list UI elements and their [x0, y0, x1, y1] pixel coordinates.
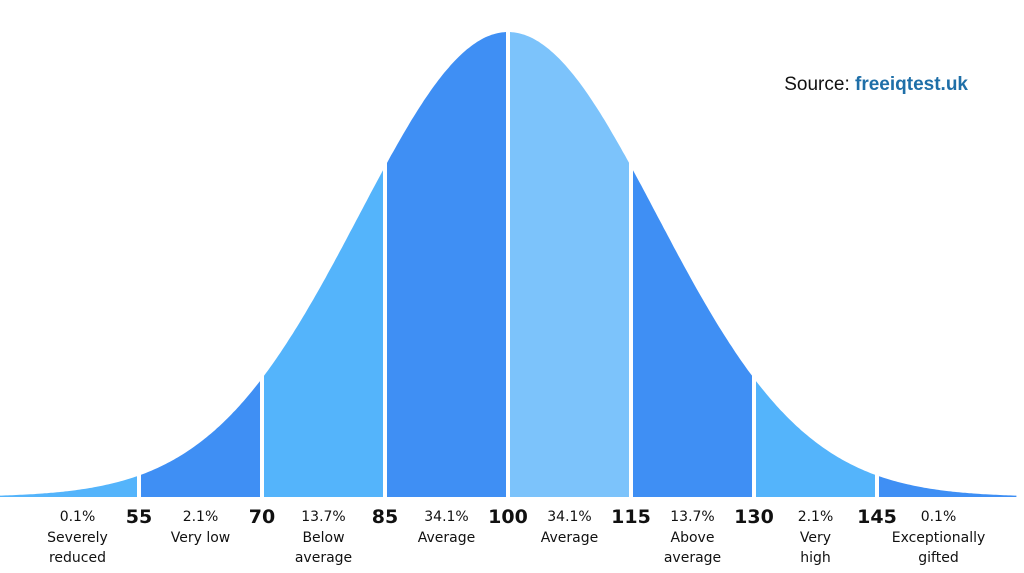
- source-link[interactable]: freeiqtest.uk: [855, 74, 968, 95]
- segment-percent: 0.1%: [921, 509, 957, 525]
- tick-label: 70: [249, 506, 275, 528]
- segment-label: average: [295, 550, 352, 566]
- segment-label: Above: [671, 530, 715, 546]
- segment-label: Very: [800, 530, 831, 546]
- tick-label: 115: [611, 506, 651, 528]
- segment-label: high: [800, 550, 831, 566]
- segment-label: Average: [418, 530, 476, 546]
- segment-area: [262, 166, 385, 497]
- segment-label: Average: [541, 530, 599, 546]
- tick-label: 145: [857, 506, 897, 528]
- source-credit: Source: freeiqtest.uk: [784, 74, 968, 96]
- tick-label: 130: [734, 506, 774, 528]
- segment-label: reduced: [49, 550, 106, 566]
- tick-label: 85: [372, 506, 398, 528]
- segment-area: [631, 166, 754, 497]
- segment-percent: 13.7%: [670, 509, 714, 525]
- segment-area: [139, 378, 262, 497]
- segment-percent: 2.1%: [798, 509, 834, 525]
- segment-area: [754, 378, 877, 497]
- segment-area: [385, 32, 508, 497]
- segment-area: [877, 475, 1017, 497]
- segment-label: gifted: [918, 550, 958, 566]
- segment-area: [0, 475, 139, 497]
- segment-percent: 13.7%: [301, 509, 345, 525]
- segment-label: average: [664, 550, 721, 566]
- tick-label: 55: [126, 506, 152, 528]
- segment-percent: 34.1%: [547, 509, 591, 525]
- segment-percent: 0.1%: [60, 509, 96, 525]
- segment-label: Below: [302, 530, 344, 546]
- segment-area: [508, 32, 631, 497]
- segment-label: Severely: [47, 530, 108, 546]
- segment-label: Very low: [171, 530, 231, 546]
- segment-label: Exceptionally: [892, 530, 986, 546]
- tick-label: 100: [488, 506, 528, 528]
- segment-percent: 2.1%: [183, 509, 219, 525]
- source-prefix: Source:: [784, 74, 850, 95]
- segment-percent: 34.1%: [424, 509, 468, 525]
